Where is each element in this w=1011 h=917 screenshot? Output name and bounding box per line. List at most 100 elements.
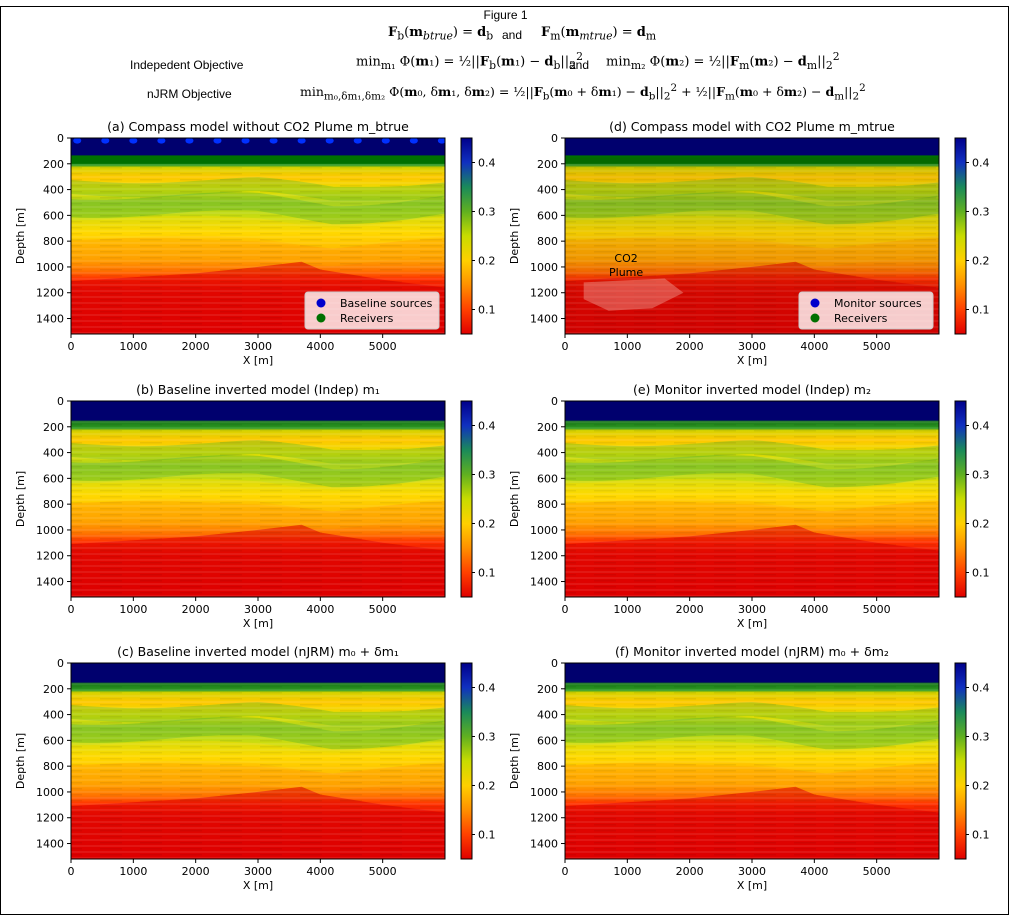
figure-title: Figure 1: [483, 8, 528, 22]
equation-baseline-forward: Fb(mbtrue) = db: [388, 25, 494, 43]
co2-plume-label: CO2: [614, 252, 637, 265]
y-tick-label: 600: [537, 209, 558, 222]
x-tick-label: 3000: [244, 603, 272, 616]
y-tick-label: 1200: [36, 812, 64, 825]
x-tick-label: 4000: [800, 865, 828, 878]
equation-njrm: minm₀,δm₁,δm₂ Φ(m₀, δm₁, δm₂) = ½||Fb(m₀…: [300, 82, 866, 103]
colorbar-tick-label: 0.2: [478, 780, 496, 793]
y-tick-label: 800: [537, 235, 558, 248]
equation-and-1: and: [502, 28, 523, 42]
colorbar: [460, 137, 473, 335]
y-tick-label: 1200: [530, 287, 558, 300]
independent-objective-label: Indepedent Objective: [130, 58, 244, 72]
panel-c-image: [71, 663, 445, 859]
x-tick-label: 2000: [676, 865, 704, 878]
colorbar-tick-label: 0.3: [478, 469, 496, 482]
y-tick-label: 600: [43, 472, 64, 485]
source-marker: [185, 138, 194, 144]
colorbar-tick-label: 0.1: [972, 829, 990, 842]
colorbar-tick-label: 0.1: [478, 304, 496, 317]
colorbar-tick-label: 0.4: [478, 157, 496, 170]
y-tick-label: 600: [43, 734, 64, 747]
legend-label: Monitor sources: [834, 297, 922, 310]
y-axis-label: Depth [m]: [508, 733, 521, 789]
y-tick-label: 1000: [530, 261, 558, 274]
x-axis-label: X [m]: [737, 617, 767, 630]
legend-label: Baseline sources: [340, 297, 433, 310]
colorbar-tick-label: 0.1: [478, 829, 496, 842]
x-tick-label: 0: [68, 603, 75, 616]
x-tick-label: 0: [68, 340, 75, 353]
source-marker: [381, 138, 390, 144]
colorbar-tick-label: 0.2: [972, 518, 990, 531]
y-tick-label: 1200: [530, 812, 558, 825]
legend-marker: [316, 298, 326, 308]
y-tick-label: 1400: [530, 838, 558, 851]
panel-a-title: (a) Compass model without CO2 Plume m_bt…: [107, 119, 409, 134]
colorbar-tick-label: 0.4: [478, 682, 496, 695]
figure-frame: [0, 6, 1009, 915]
y-tick-label: 400: [537, 709, 558, 722]
x-tick-label: 2000: [182, 865, 210, 878]
source-marker: [409, 138, 418, 144]
co2-plume-label: Plume: [609, 266, 643, 279]
colorbar-tick-label: 0.1: [972, 304, 990, 317]
x-tick-label: 3000: [244, 340, 272, 353]
panel-f-title: (f) Monitor inverted model (nJRM) m₀ + δ…: [615, 644, 889, 659]
source-marker: [157, 138, 166, 144]
legend-marker: [810, 313, 820, 323]
y-tick-label: 0: [551, 657, 558, 670]
x-tick-label: 5000: [369, 865, 397, 878]
y-tick-label: 0: [551, 132, 558, 145]
x-tick-label: 3000: [738, 340, 766, 353]
y-axis-label: Depth [m]: [508, 208, 521, 264]
source-marker: [437, 138, 445, 144]
y-axis-label: Depth [m]: [14, 733, 27, 789]
y-tick-label: 800: [43, 235, 64, 248]
x-tick-label: 2000: [182, 340, 210, 353]
y-tick-label: 1400: [530, 576, 558, 589]
x-tick-label: 5000: [369, 603, 397, 616]
y-tick-label: 800: [43, 498, 64, 511]
y-tick-label: 400: [43, 184, 64, 197]
colorbar: [954, 662, 967, 860]
y-tick-label: 1400: [530, 313, 558, 326]
x-axis-label: X [m]: [737, 354, 767, 367]
y-tick-label: 600: [537, 472, 558, 485]
colorbar-tick-label: 0.3: [478, 731, 496, 744]
y-tick-label: 400: [43, 709, 64, 722]
y-tick-label: 800: [43, 760, 64, 773]
panel-d-title: (d) Compass model with CO2 Plume m_mtrue: [609, 119, 895, 134]
panel-b-image: [71, 401, 445, 597]
x-tick-label: 1000: [119, 603, 147, 616]
y-tick-label: 400: [537, 447, 558, 460]
x-tick-label: 4000: [800, 340, 828, 353]
x-tick-label: 1000: [613, 340, 641, 353]
colorbar-tick-label: 0.2: [478, 518, 496, 531]
co2-plume: [583, 278, 684, 311]
receivers-line: [565, 155, 939, 164]
equation-monitor-forward: Fm(mmtrue) = dm: [541, 25, 657, 43]
y-tick-label: 1000: [530, 786, 558, 799]
colorbar-tick-label: 0.4: [972, 682, 990, 695]
y-tick-label: 200: [537, 683, 558, 696]
x-tick-label: 5000: [863, 603, 891, 616]
source-marker: [241, 138, 250, 144]
colorbar-tick-label: 0.4: [972, 420, 990, 433]
colorbar-tick-label: 0.4: [972, 157, 990, 170]
legend: Monitor sources Receivers: [798, 291, 934, 330]
colorbar-tick-label: 0.1: [972, 567, 990, 580]
y-tick-label: 1400: [36, 576, 64, 589]
x-tick-label: 2000: [676, 603, 704, 616]
x-tick-label: 4000: [800, 603, 828, 616]
y-tick-label: 1200: [36, 550, 64, 563]
x-axis-label: X [m]: [737, 879, 767, 892]
colorbar-tick-label: 0.3: [972, 469, 990, 482]
y-axis-label: Depth [m]: [508, 471, 521, 527]
y-tick-label: 200: [43, 421, 64, 434]
x-axis-label: X [m]: [243, 879, 273, 892]
x-tick-label: 0: [562, 340, 569, 353]
x-tick-label: 1000: [613, 865, 641, 878]
y-tick-label: 800: [537, 760, 558, 773]
y-tick-label: 0: [57, 132, 64, 145]
